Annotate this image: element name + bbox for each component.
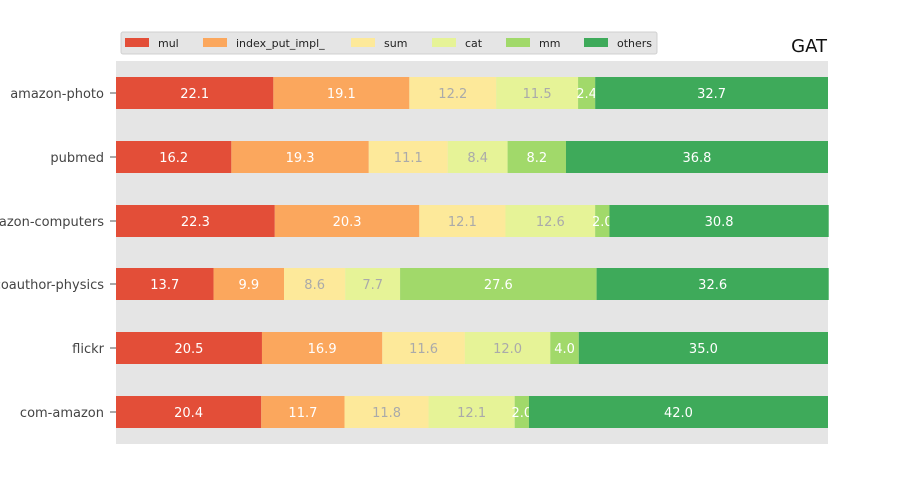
bar-segment [344,396,429,428]
data-label: 20.4 [174,406,203,421]
data-label: 16.9 [308,342,337,357]
data-label: 8.4 [467,151,488,166]
data-label: 36.8 [683,151,712,166]
data-label: 7.7 [362,278,383,293]
bar-segment [419,205,506,237]
chart-title: GAT [791,36,828,57]
data-label: 2.0 [511,406,532,421]
y-tick-label: coauthor-physics [0,278,104,293]
data-label: 12.1 [448,215,477,230]
bar-segment [550,332,579,364]
legend-frame [120,31,658,55]
bar-segment [116,268,214,300]
bar-segment [116,77,274,109]
data-label: 13.7 [150,278,179,293]
legend-label: mul [158,37,179,50]
bar-segment [231,141,369,173]
data-label: 42.0 [664,406,693,421]
bar-segment [274,205,420,237]
bar-segment [507,141,566,173]
bar-segment [596,268,829,300]
bar-segment [505,205,596,237]
legend-swatch [203,38,227,47]
data-label: 19.1 [327,87,356,102]
y-tick-label: com-amazon [20,406,104,421]
bar-segment [447,141,508,173]
bar-segment [565,141,828,173]
bar-segment [116,396,262,428]
bar-segment [261,332,383,364]
data-label: 8.6 [304,278,325,293]
bar-segment [578,77,596,109]
bar-segment [345,268,401,300]
bar-segment [284,268,346,300]
bar-segment [428,396,515,428]
legend-label: index_put_impl_ [236,37,325,50]
bar-segment [116,205,275,237]
legend-label: others [617,37,652,50]
data-label: 12.1 [457,406,486,421]
data-label: 11.1 [394,151,423,166]
legend-swatch [351,38,375,47]
plot-background [116,61,828,444]
data-label: 16.2 [159,151,188,166]
legend-swatch [584,38,608,47]
legend-swatch [506,38,530,47]
legend-label: mm [539,37,560,50]
data-label: 22.1 [180,87,209,102]
bar-segment [261,396,345,428]
bar-segment [400,268,597,300]
data-label: 4.0 [554,342,575,357]
data-label: 19.3 [286,151,315,166]
legend: mul index_put_impl_ sum cat mm others [120,31,658,55]
bar-segment [609,205,829,237]
legend-swatch [125,38,149,47]
bar-segment [578,332,828,364]
bar-segment [116,141,232,173]
data-label: 2.4 [576,87,597,102]
bar-segment [464,332,551,364]
data-label: 8.2 [526,151,547,166]
legend-label: cat [465,37,483,50]
bar-segment [213,268,285,300]
bar-segment [514,396,529,428]
y-tick-label: amazon-computers [0,215,104,230]
bar-segment [528,396,828,428]
data-label: 11.7 [288,406,317,421]
y-tick-labels: amazon-photo pubmed amazon-computers coauth… [0,87,116,421]
data-label: 20.5 [175,342,204,357]
data-label: 20.3 [333,215,362,230]
bar-segment [273,77,410,109]
data-label: 12.6 [536,215,565,230]
data-label: 35.0 [689,342,718,357]
data-label: 27.6 [484,278,513,293]
bar-segment [595,205,610,237]
bar-segment [368,141,448,173]
bar-segment [409,77,497,109]
data-label: 9.9 [238,278,259,293]
data-label: 2.0 [592,215,613,230]
legend-swatch [432,38,456,47]
data-label: 30.8 [705,215,734,230]
legend-label: sum [384,37,407,50]
data-label: 12.2 [438,87,467,102]
data-label: 32.7 [697,87,726,102]
data-label: 11.6 [409,342,438,357]
data-label: 22.3 [181,215,210,230]
data-label: 11.5 [523,87,552,102]
bar-segment [382,332,465,364]
bars-group: 22.1 19.1 12.2 11.5 2.4 32.7 16.2 19.3 11.1 8.4 8.… [116,77,829,428]
y-tick-label: amazon-photo [10,87,104,102]
bar-segment [116,332,262,364]
data-label: 12.0 [493,342,522,357]
data-label: 32.6 [698,278,727,293]
y-tick-label: flickr [72,342,104,357]
bar-segment [595,77,828,109]
data-label: 11.8 [372,406,401,421]
y-tick-label: pubmed [50,151,104,166]
bar-segment [496,77,579,109]
